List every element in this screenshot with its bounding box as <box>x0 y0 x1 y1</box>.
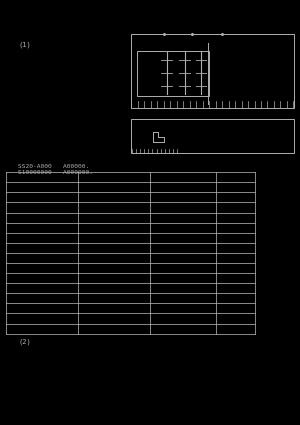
Text: S10000000   A000000.: S10000000 A000000. <box>18 170 93 175</box>
Text: (1): (1) <box>18 41 31 48</box>
Bar <box>130 34 294 108</box>
Text: (2): (2) <box>18 339 31 346</box>
Bar <box>130 119 294 153</box>
Bar <box>136 51 208 96</box>
Text: SS20-A000   A00000.: SS20-A000 A00000. <box>18 164 89 169</box>
